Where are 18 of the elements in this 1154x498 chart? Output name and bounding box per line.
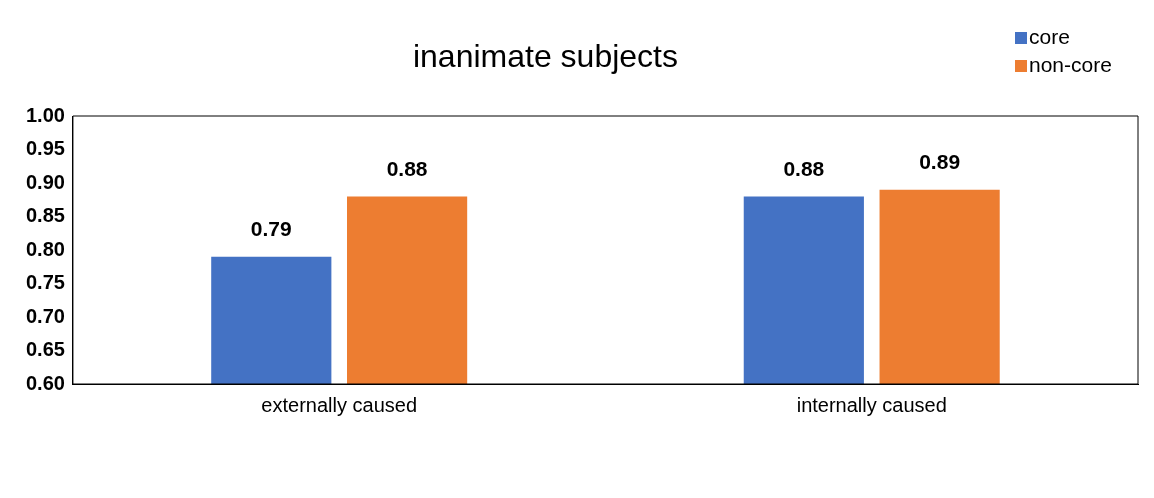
y-tick-label: 0.60 [25,371,65,394]
data-label: 0.79 [250,217,292,240]
legend-label: core [1029,24,1070,48]
y-tick-label: 0.80 [25,237,65,260]
y-tick-label: 0.90 [25,170,65,193]
x-tick-label: internally caused [796,393,947,416]
y-tick-label: 0.95 [25,137,65,160]
y-tick-label: 0.75 [25,271,65,294]
data-label: 0.88 [783,156,825,180]
y-tick-label: 0.70 [25,304,65,327]
x-tick-label: externally caused [261,393,418,416]
y-tick-label: 0.85 [25,204,65,227]
data-label: 0.89 [919,150,961,173]
y-tick-label: 0.65 [25,338,65,361]
data-label: 0.88 [386,156,428,180]
legend-label: non-core [1029,52,1112,76]
y-tick-label: 1.00 [25,103,65,126]
chart-title: inanimate subjects [412,37,678,74]
